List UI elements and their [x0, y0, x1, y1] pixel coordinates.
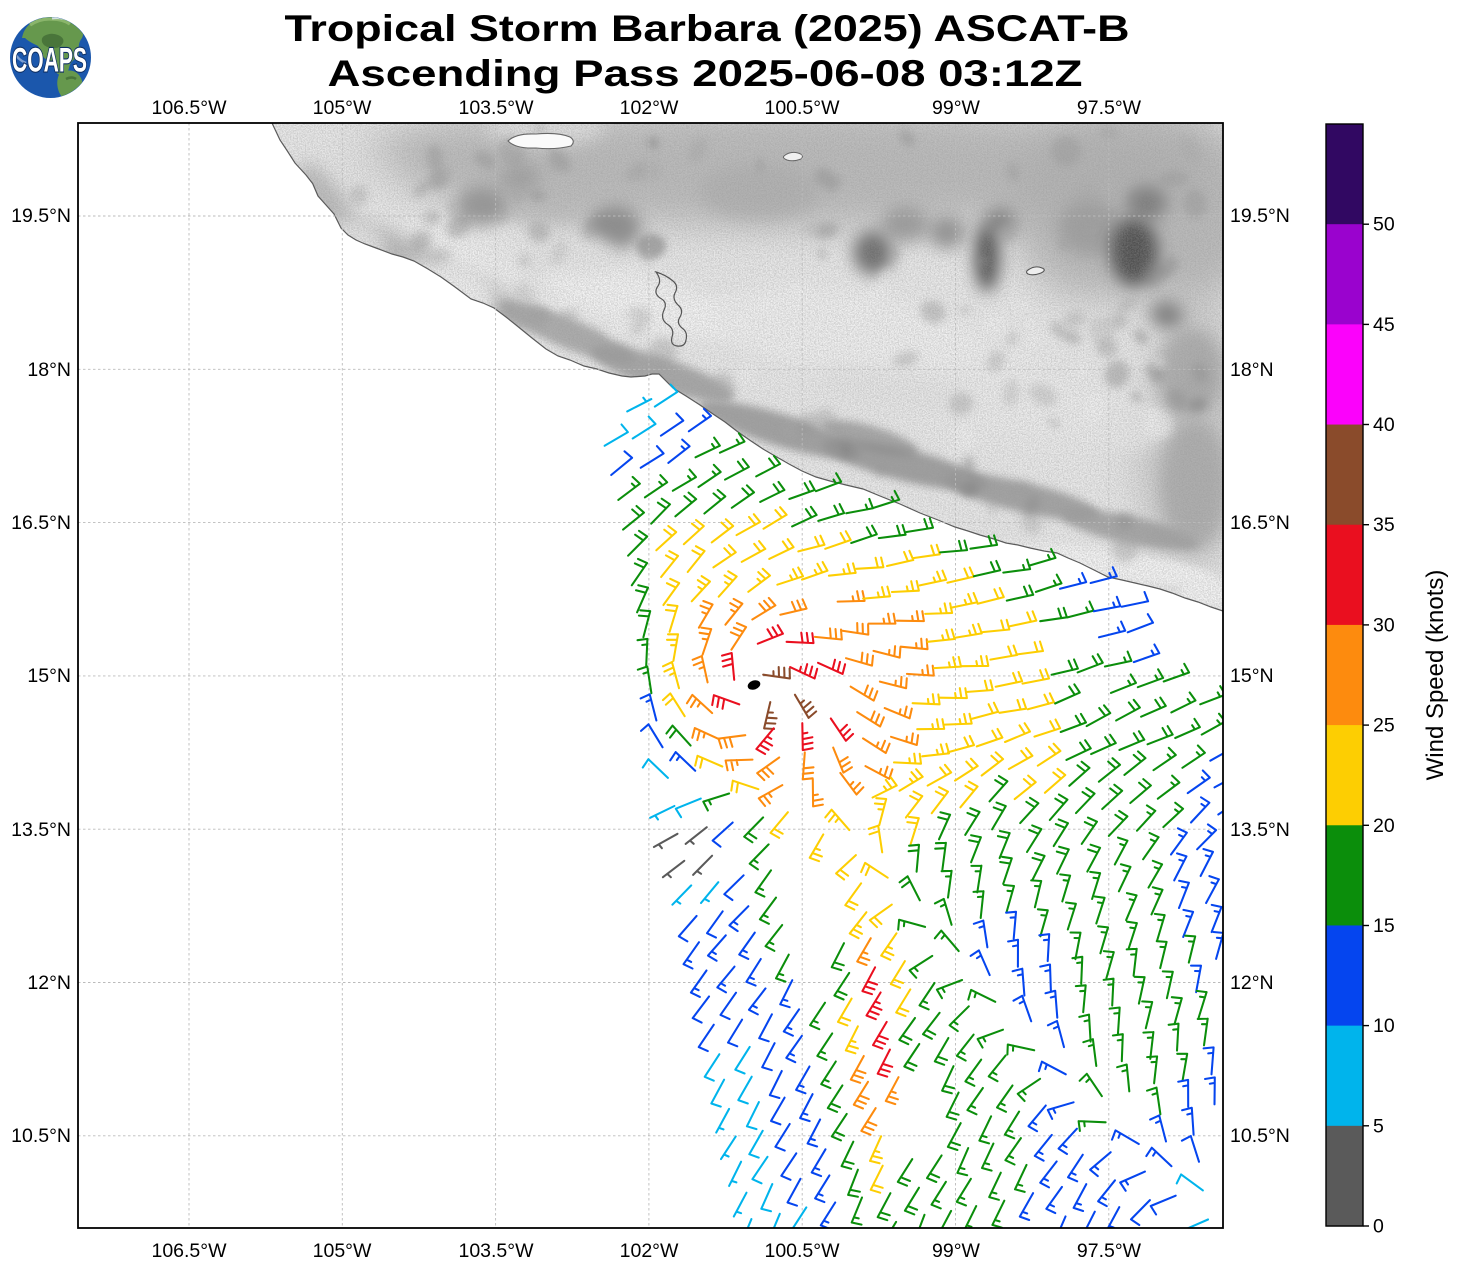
svg-text:13.5°N: 13.5°N	[11, 819, 71, 841]
svg-text:15°N: 15°N	[27, 665, 71, 687]
svg-text:99°W: 99°W	[932, 97, 980, 119]
svg-text:106.5°W: 106.5°W	[151, 1240, 227, 1262]
svg-text:Ascending Pass 2025-06-08 03:1: Ascending Pass 2025-06-08 03:12Z	[328, 53, 1083, 94]
svg-text:COAPS: COAPS	[12, 42, 87, 80]
svg-text:103.5°W: 103.5°W	[458, 1240, 534, 1262]
svg-text:35: 35	[1373, 514, 1395, 536]
svg-text:105°W: 105°W	[313, 97, 372, 119]
svg-text:16.5°N: 16.5°N	[11, 512, 71, 534]
svg-text:15: 15	[1373, 915, 1395, 937]
svg-text:106.5°W: 106.5°W	[151, 97, 227, 119]
svg-text:20: 20	[1373, 815, 1395, 837]
svg-text:18°N: 18°N	[1230, 359, 1274, 381]
svg-text:30: 30	[1373, 614, 1395, 636]
svg-text:25: 25	[1373, 715, 1395, 737]
svg-text:45: 45	[1373, 314, 1395, 336]
svg-text:Tropical Storm Barbara (2025): Tropical Storm Barbara (2025) ASCAT-B	[285, 8, 1130, 49]
svg-text:10: 10	[1373, 1015, 1395, 1037]
svg-text:40: 40	[1373, 414, 1395, 436]
svg-text:10.5°N: 10.5°N	[1230, 1125, 1290, 1147]
svg-text:18°N: 18°N	[27, 359, 71, 381]
svg-text:97.5°W: 97.5°W	[1077, 97, 1142, 119]
svg-text:105°W: 105°W	[313, 1240, 372, 1262]
svg-text:15°N: 15°N	[1230, 665, 1274, 687]
svg-text:97.5°W: 97.5°W	[1077, 1240, 1142, 1262]
svg-text:12°N: 12°N	[27, 972, 71, 994]
svg-text:50: 50	[1373, 214, 1395, 236]
svg-text:19.5°N: 19.5°N	[11, 205, 71, 227]
svg-text:5: 5	[1373, 1115, 1384, 1137]
svg-text:0: 0	[1373, 1216, 1384, 1238]
svg-text:12°N: 12°N	[1230, 972, 1274, 994]
svg-text:100.5°W: 100.5°W	[764, 97, 840, 119]
svg-text:Wind Speed (knots): Wind Speed (knots)	[1422, 570, 1449, 781]
svg-text:19.5°N: 19.5°N	[1230, 205, 1290, 227]
svg-text:103.5°W: 103.5°W	[458, 97, 534, 119]
svg-text:13.5°N: 13.5°N	[1230, 819, 1290, 841]
svg-text:100.5°W: 100.5°W	[764, 1240, 840, 1262]
svg-text:10.5°N: 10.5°N	[11, 1125, 71, 1147]
svg-text:99°W: 99°W	[932, 1240, 980, 1262]
svg-text:16.5°N: 16.5°N	[1230, 512, 1290, 534]
svg-text:102°W: 102°W	[620, 97, 679, 119]
svg-text:102°W: 102°W	[620, 1240, 679, 1262]
